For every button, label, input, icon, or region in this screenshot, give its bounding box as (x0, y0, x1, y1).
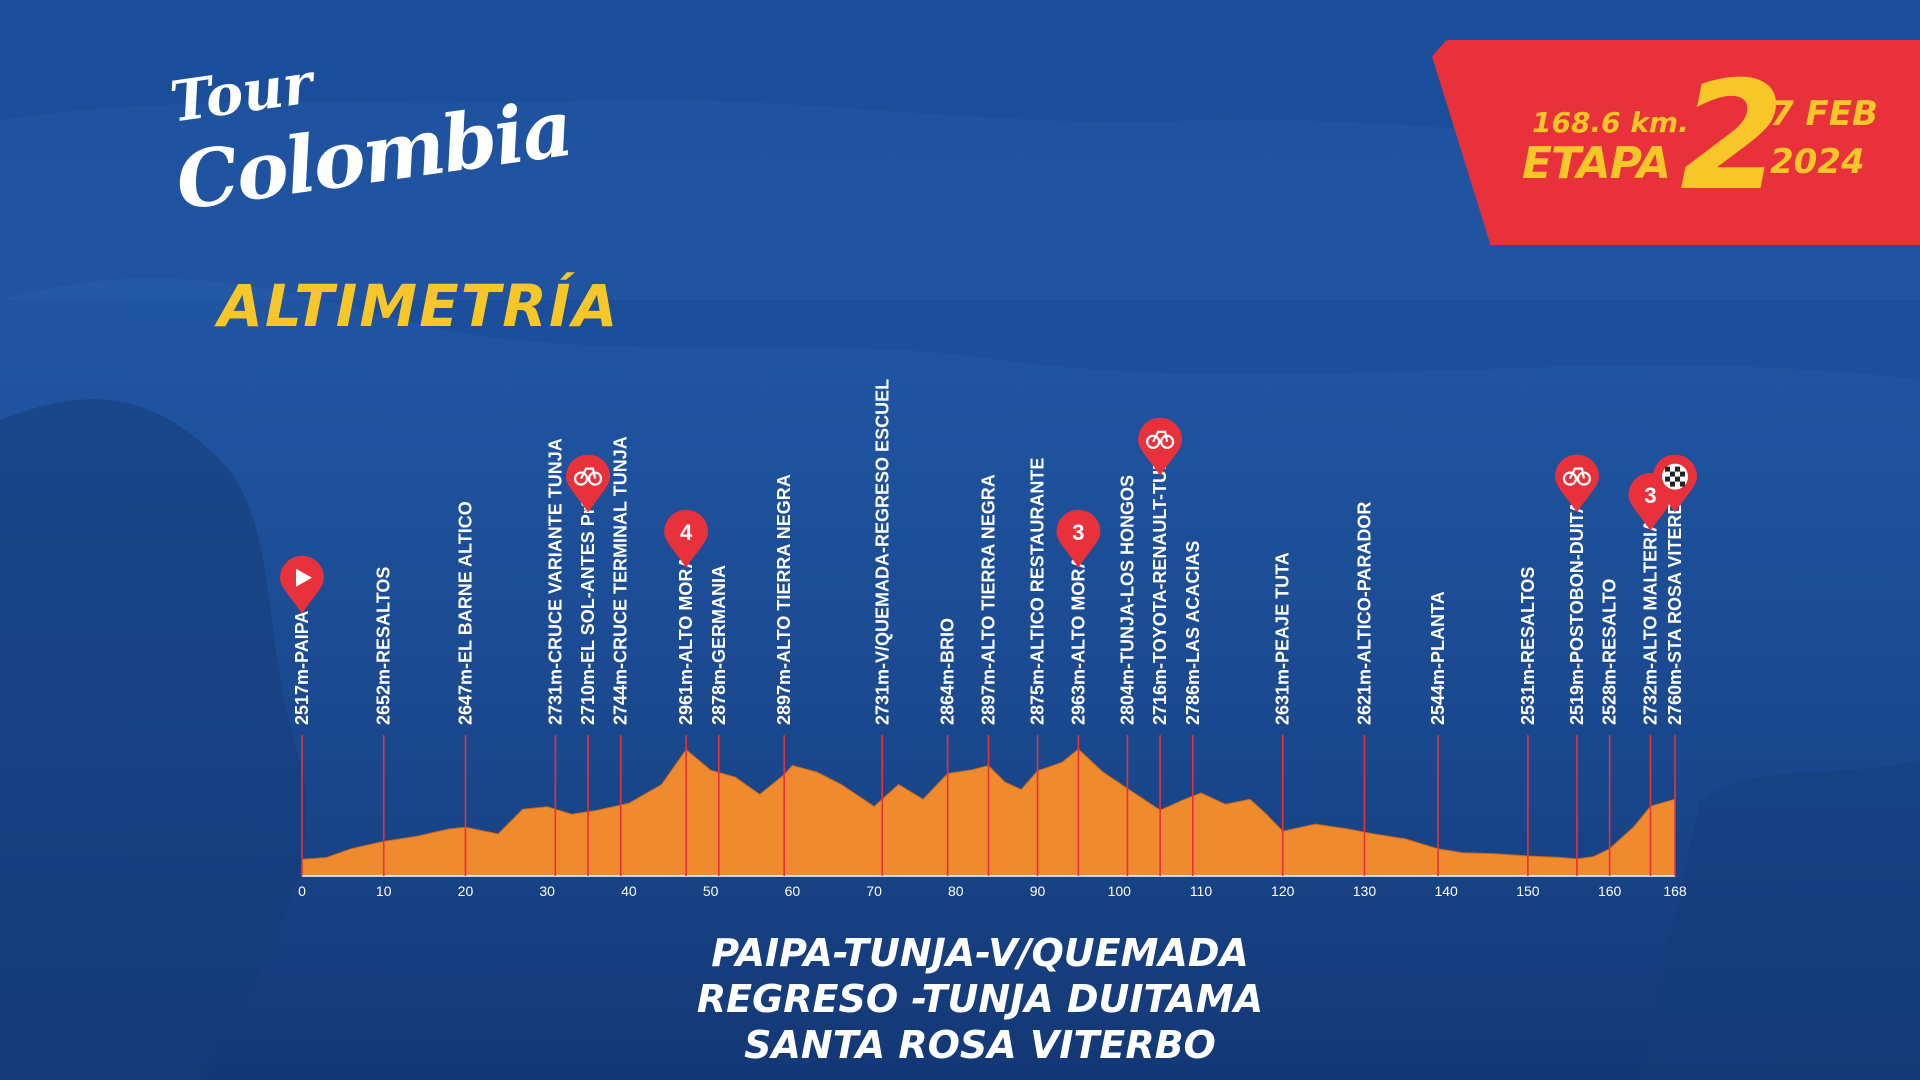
map-pin-icon (280, 555, 324, 614)
point-label: 2760m-STA ROSA VITERBO (1665, 488, 1685, 725)
route-line-3: SANTA ROSA VITERBO (744, 1023, 1216, 1067)
point-label: 2528m-RESALTO (1600, 579, 1620, 725)
point-label: 2731m-V/QUEMADA-REGRESO ESCUEL (872, 379, 892, 725)
checkered-square (1675, 476, 1680, 482)
point-label: 2647m-EL BARNE ALTICO (455, 501, 475, 725)
x-tick-label: 40 (621, 883, 637, 899)
bike-frame-icon (580, 467, 597, 480)
stage-date-year: 2024 (1770, 142, 1865, 182)
climb-category-label: 3 (1072, 520, 1084, 545)
point-label: 2631m-PEAJE TUTA (1273, 552, 1293, 725)
point-label: 2731m-CRUCE VARIANTE TUNJA (545, 438, 565, 725)
x-tick-label: 160 (1598, 883, 1622, 899)
stage-distance: 168.6 km. (1532, 106, 1689, 139)
stage-date-day: 7 FEB (1770, 94, 1878, 134)
point-label: 2544m-PLANTA (1428, 591, 1448, 725)
point-label: 2897m-ALTO TIERRA NEGRA (979, 474, 999, 725)
climb-category-label: 3 (1644, 483, 1656, 508)
point-label: 2878m-GERMANIA (709, 565, 729, 725)
x-tick-label: 140 (1434, 883, 1458, 899)
bike-wheel-icon (573, 471, 589, 486)
point-label: 2744m-CRUCE TERMINAL TUNJA (611, 436, 631, 725)
x-tick-label: 130 (1353, 883, 1377, 899)
x-tick-label: 30 (539, 883, 555, 899)
climb-category-label: 4 (680, 520, 693, 545)
map-pin-icon (1138, 417, 1183, 476)
route-description: PAIPA-TUNJA-V/QUEMADA REGRESO -TUNJA DUI… (600, 930, 1360, 1068)
checkered-square (1670, 481, 1675, 487)
x-tick-label: 168 (1663, 883, 1687, 899)
x-tick-label: 0 (298, 883, 306, 899)
stage-label: ETAPA (1522, 138, 1671, 189)
point-label: 2652m-RESALTOS (374, 567, 394, 725)
map-pin-icon (664, 509, 709, 568)
checkered-square (1670, 471, 1675, 477)
point-label: 2875m-ALTICO RESTAURANTE (1028, 458, 1048, 725)
x-tick-label: 110 (1190, 883, 1213, 899)
x-tick-label: 60 (785, 883, 801, 899)
x-tick-label: 100 (1108, 883, 1132, 899)
x-tick-label: 10 (376, 883, 392, 899)
point-label: 2864m-BRIO (938, 618, 958, 725)
point-label: 2517m-PAIPA (292, 611, 312, 725)
bike-frame-icon (1568, 467, 1586, 480)
point-label: 2961m-ALTO MORAL (676, 545, 696, 725)
bike-frame-icon (1152, 430, 1169, 443)
point-label: 2531m-RESALTOS (1518, 567, 1538, 725)
point-label: 2621m-ALTICO-PARADOR (1354, 502, 1374, 725)
play-icon (296, 568, 312, 587)
x-tick-label: 150 (1516, 883, 1540, 899)
x-tick-label: 20 (458, 883, 474, 899)
checkered-square (1665, 476, 1670, 482)
bike-wheel-icon (1562, 471, 1578, 486)
checkered-square (1665, 466, 1670, 472)
bike-wheel-icon (587, 471, 603, 486)
point-label: 2732m-ALTO MALTERIAS (1640, 507, 1660, 725)
page-title: ALTIMETRÍA (218, 272, 620, 340)
point-label: 2786m-LAS ACACIAS (1183, 541, 1203, 725)
point-label: 2519m-POSTOBON-DUITAMA (1567, 473, 1587, 725)
point-label: 2804m-TUNJA-LOS HONGOS (1117, 475, 1137, 725)
stage-number: 2 (1680, 50, 1785, 224)
bike-wheel-icon (1576, 471, 1592, 486)
checkered-square (1675, 466, 1680, 472)
point-label: 2897m-ALTO TIERRA NEGRA (774, 474, 794, 725)
map-pin-icon (1554, 454, 1599, 513)
checkered-square (1680, 471, 1685, 477)
x-tick-label: 90 (1030, 883, 1046, 899)
point-label: 2716m-TOYOTA-RENAULT-TUNJA (1150, 434, 1170, 725)
map-pin-icon (566, 454, 611, 513)
point-label: 2710m-EL SOL-ANTES Pr9 (578, 497, 598, 725)
route-line-2: REGRESO -TUNJA DUITAMA (696, 977, 1264, 1021)
x-tick-label: 120 (1271, 883, 1295, 899)
x-tick-label: 50 (703, 883, 719, 899)
map-pin-icon (1056, 509, 1101, 568)
bike-wheel-icon (1146, 434, 1161, 449)
point-label: 2963m-ALTO MORAL (1068, 545, 1088, 725)
stage-banner: 168.6 km. ETAPA 2 7 FEB 2024 (1432, 40, 1920, 245)
bike-wheel-icon (1160, 434, 1175, 449)
x-tick-label: 80 (948, 883, 964, 899)
stage-date: 7 FEB 2024 (1770, 90, 1878, 186)
checkered-square (1680, 481, 1685, 487)
x-tick-label: 70 (866, 883, 882, 899)
route-line-1: PAIPA-TUNJA-V/QUEMADA (711, 931, 1249, 975)
